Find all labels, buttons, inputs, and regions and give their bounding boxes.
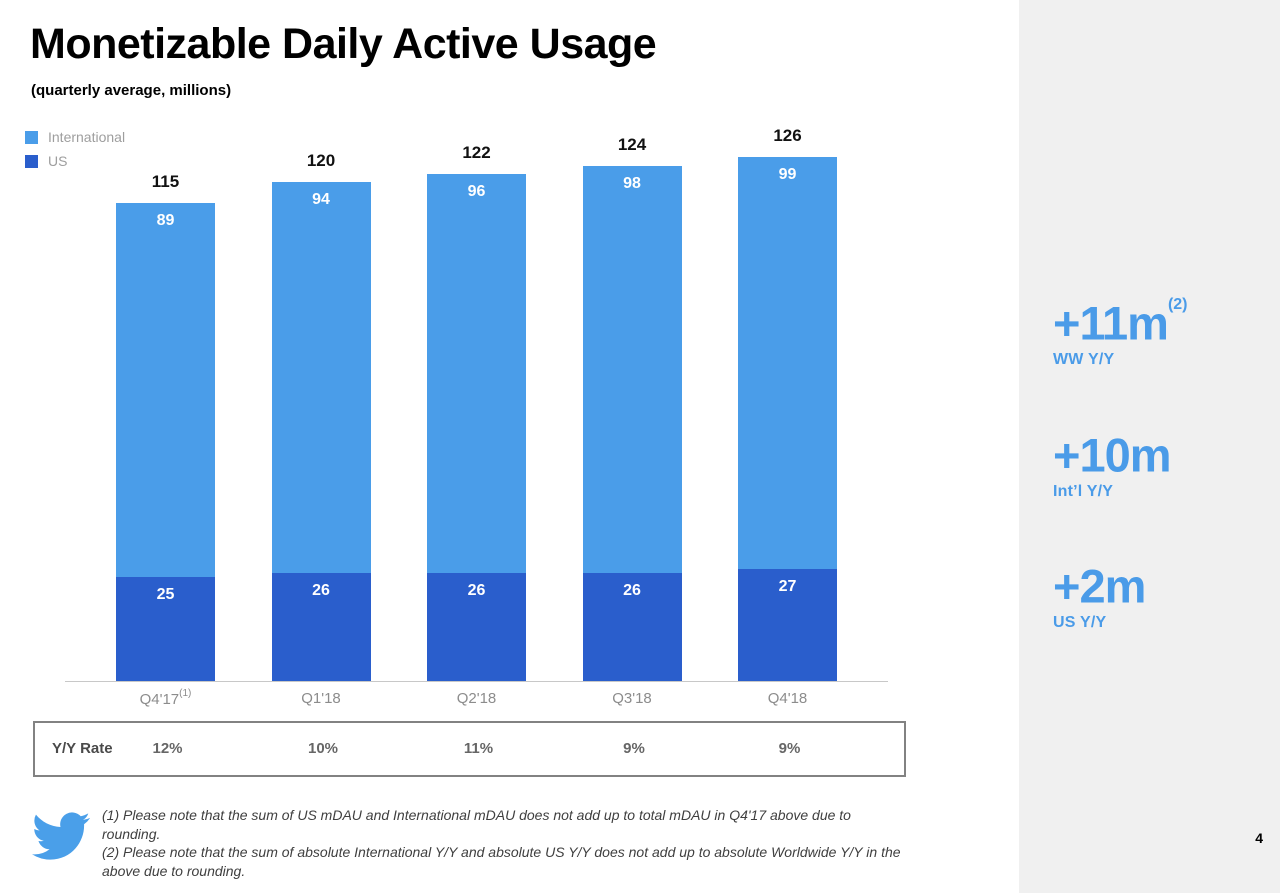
yy-rate-value: 11% xyxy=(463,740,494,757)
us-swatch-icon xyxy=(25,154,38,168)
callout-us-yy: +2m US Y/Y xyxy=(1053,556,1146,632)
yy-rate-value: 9% xyxy=(778,740,801,757)
bar-us-segment: 26 xyxy=(582,572,682,681)
bar-us-segment: 25 xyxy=(116,577,215,681)
bar-group: 94 26 120 xyxy=(271,151,371,681)
callout-intl-label: Int’l Y/Y xyxy=(1053,482,1114,500)
callout-intl-yy: +10m Int’l Y/Y xyxy=(1053,425,1172,501)
bar-total-label: 120 xyxy=(306,151,336,171)
x-axis-label: Q4'17(1) xyxy=(139,688,192,708)
bar-us-value: 27 xyxy=(778,577,797,595)
x-axis-label: Q1'18 xyxy=(301,690,341,707)
x-axis-line xyxy=(65,681,888,682)
footnote-2: (2) Please note that the sum of absolute… xyxy=(102,844,901,879)
bar-international-segment: 89 xyxy=(116,203,215,578)
callout-ww-value: +11m(2) xyxy=(1053,293,1188,350)
callout-us-label: US Y/Y xyxy=(1053,613,1107,631)
callout-ww-footnote-mark: (2) xyxy=(1167,296,1188,313)
legend-item-international: International xyxy=(25,125,125,149)
bar-group: 89 25 115 xyxy=(116,172,215,681)
bar-us-segment: 27 xyxy=(738,568,837,681)
bar-total-label: 115 xyxy=(151,172,180,192)
chart-legend: International US xyxy=(25,125,125,173)
x-axis-label: Q4'18 xyxy=(767,690,808,707)
yy-rate-table: Y/Y Rate 12% 10% 11% 9% 9% xyxy=(33,721,906,777)
callout-intl-value-text: +10m xyxy=(1053,428,1172,482)
legend-item-us: US xyxy=(25,149,125,173)
bar-international-value: 89 xyxy=(156,212,175,230)
stacked-bar-chart: 89 25 115 Q4'17(1) 94 26 120 Q1'18 96 26 122 Q2'18 9… xyxy=(65,126,888,708)
page-subtitle: (quarterly average, millions) xyxy=(31,82,232,99)
bar-international-value: 99 xyxy=(778,166,797,184)
bar-us-segment: 26 xyxy=(427,572,526,681)
international-swatch-icon xyxy=(25,130,38,144)
callout-ww-label: WW Y/Y xyxy=(1053,350,1115,368)
bar-international-value: 94 xyxy=(312,191,330,209)
x-axis-footnote-mark: (1) xyxy=(179,688,192,699)
footnotes: (1) Please note that the sum of US mDAU … xyxy=(102,806,910,880)
bar-international-segment: 99 xyxy=(738,157,837,569)
bar-international-segment: 98 xyxy=(582,165,682,573)
page-number: 4 xyxy=(1255,830,1263,846)
twitter-bird-logo-icon xyxy=(32,812,90,860)
callout-us-value-text: +2m xyxy=(1053,559,1146,613)
bar-group: 99 27 126 xyxy=(738,126,837,681)
bar-international-value: 96 xyxy=(467,183,486,201)
bar-group: 96 26 122 xyxy=(427,143,526,681)
right-side-panel xyxy=(1019,0,1280,893)
x-axis-label: Q2'18 xyxy=(456,690,497,707)
callout-us-value: +2m xyxy=(1053,556,1146,613)
bar-total-label: 126 xyxy=(773,126,802,146)
bar-international-segment: 96 xyxy=(427,174,526,573)
bar-us-value: 26 xyxy=(312,581,330,599)
callout-ww-yy: +11m(2) WW Y/Y xyxy=(1053,293,1188,369)
bar-total-label: 124 xyxy=(617,134,647,154)
bar-us-value: 25 xyxy=(156,586,175,604)
bar-us-value: 26 xyxy=(467,581,486,599)
legend-label-us: US xyxy=(48,153,68,169)
yy-rate-value: 9% xyxy=(623,740,645,757)
bar-international-segment: 94 xyxy=(271,182,371,573)
footnote-1: (1) Please note that the sum of US mDAU … xyxy=(102,807,851,842)
callout-intl-value: +10m xyxy=(1053,425,1172,482)
x-axis-label: Q3'18 xyxy=(612,690,652,707)
yy-rate-label: Y/Y Rate xyxy=(52,740,113,757)
yy-rate-value: 10% xyxy=(307,740,339,757)
bar-total-label: 122 xyxy=(462,143,491,163)
bar-international-value: 98 xyxy=(623,174,641,192)
bar-us-value: 26 xyxy=(623,581,641,599)
callout-ww-value-text: +11m xyxy=(1053,296,1169,350)
page-title: Monetizable Daily Active Usage xyxy=(30,20,657,68)
bar-us-segment: 26 xyxy=(271,572,371,681)
bar-group: 98 26 124 xyxy=(582,135,682,681)
yy-rate-value: 12% xyxy=(152,740,183,757)
legend-label-international: International xyxy=(48,129,126,145)
